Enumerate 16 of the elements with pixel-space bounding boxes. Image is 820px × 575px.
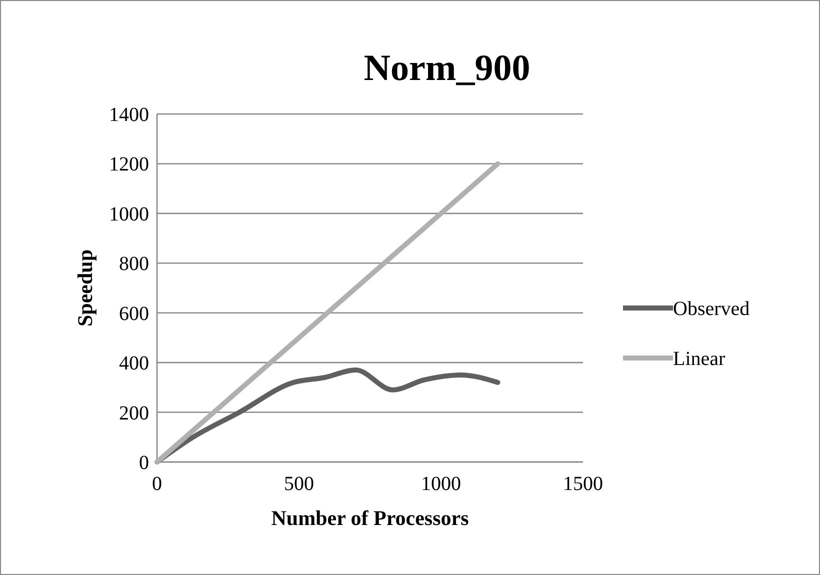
legend-label: Linear	[673, 348, 726, 370]
chart-title: Norm_900	[364, 48, 530, 89]
y-tick-label: 400	[119, 352, 149, 375]
y-tick-label: 600	[119, 302, 149, 325]
y-tick-label: 1000	[109, 203, 149, 226]
y-tick-label: 1400	[109, 104, 149, 126]
x-tick-label: 500	[284, 473, 314, 495]
x-tick-label: 1500	[563, 473, 603, 495]
y-tick-label: 800	[119, 253, 149, 276]
legend-label: Observed	[673, 298, 750, 320]
y-tick-label: 1200	[109, 154, 149, 176]
x-axis-title: Number of Processors	[271, 506, 469, 530]
y-tick-label: 200	[119, 402, 149, 424]
y-tick-label: 0	[139, 452, 149, 474]
x-tick-label: 1000	[421, 473, 461, 495]
y-axis-title: Speedup	[73, 249, 97, 327]
